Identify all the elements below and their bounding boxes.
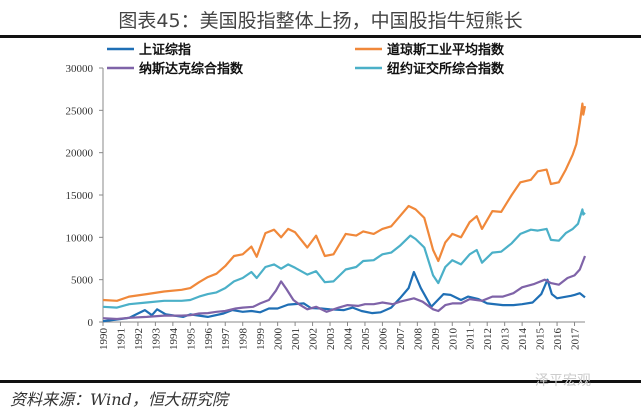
x-tick-label: 2004	[342, 328, 354, 351]
top-rule	[0, 35, 641, 38]
y-tick-label: 30000	[66, 63, 94, 75]
x-tick-label: 1993	[150, 328, 162, 351]
x-tick-label: 2012	[482, 328, 494, 350]
series-line-0	[102, 270, 586, 323]
y-tick-label: 15000	[66, 190, 94, 202]
chart-title: 图表45：美国股指整体上扬，中国股指牛短熊长	[118, 10, 523, 32]
y-tick-label: 0	[88, 317, 94, 329]
x-tick-label: 2002	[308, 328, 320, 350]
y-tick-label: 25000	[66, 105, 94, 117]
y-tick-label: 10000	[66, 232, 94, 244]
legend-label-1: 道琼斯工业平均指数	[387, 42, 505, 58]
x-tick-label: 2006	[377, 328, 389, 351]
x-tick-label: 1999	[255, 328, 267, 351]
x-tick-label: 2011	[465, 328, 477, 350]
bottom-rule	[0, 380, 641, 383]
watermark: 泽平宏观	[535, 373, 591, 389]
x-tick-label: 1995	[185, 328, 197, 351]
y-tick-label: 20000	[66, 148, 94, 160]
x-tick-label: 1994	[168, 328, 180, 351]
x-tick-label: 2005	[360, 328, 372, 351]
x-tick-label: 2010	[447, 328, 459, 351]
x-tick-label: 2016	[552, 328, 564, 351]
x-tick-label: 1991	[115, 328, 127, 350]
series-line-2	[102, 255, 587, 321]
x-tick-label: 2000	[273, 328, 285, 351]
x-tick-label: 2015	[535, 328, 547, 351]
x-tick-label: 2003	[325, 328, 337, 351]
x-tick-label: 2014	[517, 328, 529, 351]
x-tick-label: 2009	[430, 328, 442, 351]
x-tick-label: 2008	[412, 328, 424, 351]
y-tick-label: 5000	[71, 275, 94, 287]
x-tick-label: 2017	[570, 328, 582, 351]
x-tick-label: 2001	[290, 328, 302, 350]
legend-label-0: 上证综指	[139, 42, 191, 58]
x-tick-label: 2007	[395, 328, 407, 351]
x-tick-label: 1996	[203, 328, 215, 351]
x-tick-label: 2013	[500, 328, 512, 351]
x-tick-label: 1998	[238, 328, 250, 351]
x-tick-label: 1992	[133, 328, 145, 350]
series-line-3	[102, 208, 586, 309]
source-note: 资料来源：Wind，恒大研究院	[10, 390, 228, 409]
x-tick-label: 1997	[220, 328, 232, 351]
series-line-1	[102, 102, 587, 302]
legend-label-3: 纽约证交所综合指数	[387, 61, 505, 77]
legend-label-2: 纳斯达克综合指数	[139, 61, 244, 77]
x-tick-label: 1990	[98, 328, 110, 351]
